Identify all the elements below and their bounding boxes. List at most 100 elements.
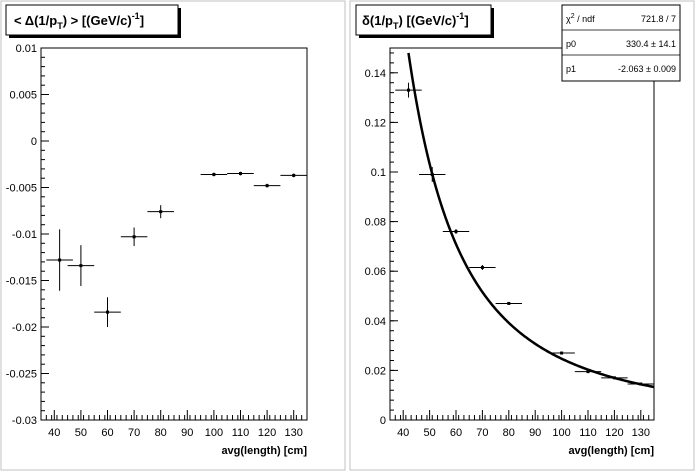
y-tick-label: 0.02 [365, 365, 386, 377]
x-tick-label: 120 [258, 427, 276, 439]
point-marker [239, 172, 242, 176]
data-point [574, 370, 602, 374]
x-tick-label: 60 [450, 427, 462, 439]
y-tick-label: -0.01 [12, 229, 37, 241]
stats-p0-label: p0 [566, 39, 576, 49]
left-title-box [5, 4, 179, 36]
point-marker [106, 310, 109, 314]
right-chart-title: δ(1/pT) [(GeV/c)-1] [355, 4, 494, 38]
y-tick-label: -0.025 [6, 369, 37, 381]
y-tick-label: -0.015 [6, 276, 37, 288]
x-tick-label: 110 [579, 427, 597, 439]
left-pad: < Δ(1/pT) > [(GeV/c)-1] 0.01 0.005 0 -0.005… [0, 0, 346, 471]
point-marker [454, 230, 458, 234]
point-marker [430, 172, 434, 176]
x-tick-label: 130 [285, 427, 303, 439]
left-data-points [46, 171, 307, 327]
y-tick-label: 0.06 [365, 266, 386, 278]
x-tick-label: 100 [205, 427, 223, 439]
point-marker [132, 235, 136, 239]
stats-chi2-value: 721.8 / 7 [641, 14, 676, 24]
fit-stats-box: χ2 / ndf 721.8 / 7 p0 330.4 ± 14.1 p1 -2… [561, 4, 681, 82]
x-tick-label: 90 [529, 427, 541, 439]
x-tick-label: 50 [423, 427, 435, 439]
point-marker [212, 172, 216, 176]
point-marker [406, 88, 410, 92]
right-pad: δ(1/pT) [(GeV/c)-1] 0.140.120.10.080.060… [349, 0, 695, 471]
y-tick-label: 0.04 [365, 316, 386, 328]
stats-p1-value: -2.063 ± 0.009 [618, 64, 676, 74]
point-marker [612, 376, 616, 380]
data-point [442, 229, 470, 234]
x-tick-label: 120 [605, 427, 623, 439]
x-tick-label: 70 [128, 427, 140, 439]
x-tick-label: 130 [632, 427, 650, 439]
left-plot-frame [40, 47, 308, 421]
right-y-axis: 0.14 0.12 0.1 0.08 0.06 0.04 0.02 0 [365, 52, 398, 427]
data-point [120, 227, 148, 247]
data-point [46, 229, 73, 291]
x-tick-label: 100 [552, 427, 570, 439]
point-marker [79, 264, 83, 268]
y-tick-label: 0.1 [371, 167, 386, 179]
x-tick-label: 70 [476, 427, 488, 439]
x-tick-label: 80 [155, 427, 167, 439]
y-tick-label: 0.14 [365, 68, 386, 80]
data-point [280, 173, 307, 178]
left-chart-title: < Δ(1/pT) > [(GeV/c)-1] [5, 4, 181, 38]
x-tick-label: 110 [232, 427, 250, 439]
x-tick-label: 40 [397, 427, 409, 439]
left-x-axis-label: avg(length) [cm] [221, 445, 307, 457]
point-marker [480, 265, 484, 269]
right-title-box [355, 4, 492, 36]
data-point [469, 265, 496, 270]
left-title-text: < Δ(1/pT) > [(GeV/c)-1] [14, 11, 144, 31]
data-point [67, 245, 95, 287]
y-tick-label: 0 [31, 136, 37, 148]
data-point [419, 167, 446, 182]
stats-p1-label: p1 [566, 64, 576, 74]
point-marker [560, 351, 564, 355]
data-point [94, 297, 121, 327]
data-point [548, 351, 575, 355]
y-tick-label: 0.005 [9, 90, 37, 102]
right-plot-frame [389, 47, 655, 421]
data-point [200, 172, 228, 177]
data-point [627, 382, 654, 386]
left-x-axis: 40 50 60 70 80 90 100 110 120 130 [40, 410, 308, 439]
y-tick-label: 0 [380, 415, 386, 427]
point-marker [265, 184, 269, 188]
point-marker [58, 258, 62, 262]
data-point [601, 376, 628, 380]
left-y-axis: 0.01 0.005 0 -0.005 -0.01 -0.015 -0.02 -0.025 -0… [6, 43, 49, 427]
point-marker [639, 382, 643, 386]
x-tick-label: 90 [181, 427, 193, 439]
data-point [253, 183, 281, 188]
y-tick-label: 0.01 [16, 43, 37, 55]
x-tick-label: 60 [101, 427, 113, 439]
y-tick-label: -0.03 [12, 415, 37, 427]
right-title-text: δ(1/pT) [(GeV/c)-1] [362, 11, 469, 31]
data-point [147, 205, 174, 219]
data-point [395, 82, 422, 98]
x-tick-label: 50 [75, 427, 87, 439]
point-marker [507, 301, 511, 305]
y-tick-label: -0.005 [6, 183, 37, 195]
y-tick-label: -0.02 [12, 322, 37, 334]
y-tick-label: 0.08 [365, 217, 386, 229]
point-marker [292, 173, 296, 177]
right-data-points [395, 82, 654, 386]
point-marker [586, 370, 590, 374]
stats-p0-value: 330.4 ± 14.1 [626, 39, 676, 49]
x-tick-label: 40 [48, 427, 60, 439]
y-tick-label: 0.12 [365, 117, 386, 129]
data-point [495, 301, 522, 305]
right-x-axis-label: avg(length) [cm] [568, 445, 654, 457]
stats-chi2-label: χ2 / ndf [566, 13, 595, 24]
stats-box-frame [561, 4, 681, 82]
right-x-axis: 40 50 60 70 80 90 100 110 120 130 [389, 410, 655, 439]
x-tick-label: 80 [503, 427, 515, 439]
data-point [227, 171, 254, 176]
